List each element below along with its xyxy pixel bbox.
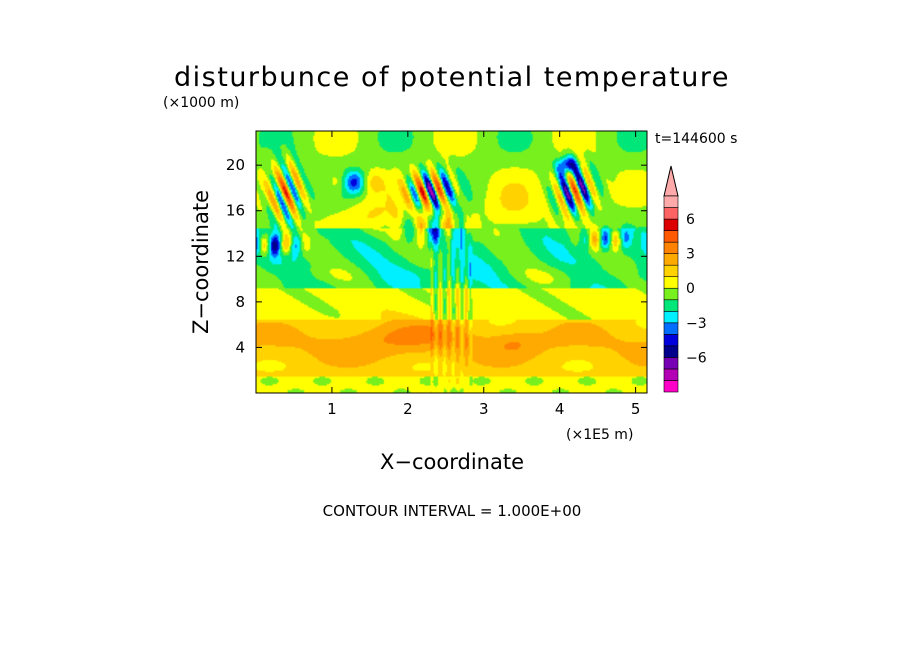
time-label: t=144600 s bbox=[655, 131, 737, 147]
colorbar-swatch bbox=[663, 299, 679, 312]
plot-area bbox=[255, 130, 648, 394]
y-axis-unit: (×1000 m) bbox=[163, 95, 239, 111]
colorbar-swatch bbox=[663, 218, 679, 231]
colorbar-label: −6 bbox=[686, 350, 707, 366]
y-tick-label: 4 bbox=[235, 338, 245, 356]
colorbar-label: 0 bbox=[686, 281, 695, 297]
x-tick-label: 3 bbox=[479, 400, 489, 418]
contour-field bbox=[256, 131, 647, 393]
colorbar-label: 6 bbox=[686, 212, 695, 228]
x-axis-label: X−coordinate bbox=[380, 450, 524, 474]
colorbar-arrow bbox=[663, 165, 679, 197]
x-tick-label: 4 bbox=[555, 400, 565, 418]
colorbar-swatch bbox=[663, 357, 679, 370]
colorbar-swatch bbox=[663, 230, 679, 243]
colorbar-label: 3 bbox=[686, 247, 695, 263]
colorbar-swatch bbox=[663, 322, 679, 335]
colorbar-swatch bbox=[663, 207, 679, 220]
colorbar-swatch bbox=[663, 380, 679, 393]
y-tick-label: 20 bbox=[226, 156, 245, 174]
colorbar-swatch bbox=[663, 345, 679, 358]
colorbar-swatch bbox=[663, 253, 679, 266]
x-tick-label: 2 bbox=[403, 400, 413, 418]
colorbar-swatch bbox=[663, 310, 679, 324]
x-axis-unit: (×1E5 m) bbox=[566, 427, 633, 443]
y-tick-label: 16 bbox=[226, 202, 245, 220]
colorbar-label: −3 bbox=[686, 316, 707, 332]
plot-frame bbox=[255, 130, 648, 394]
colorbar-swatch bbox=[663, 241, 679, 254]
colorbar-swatch bbox=[663, 334, 679, 347]
y-axis-ticks: 4 8 12 16 20 bbox=[226, 156, 647, 356]
contour-interval-note: CONTOUR INTERVAL = 1.000E+00 bbox=[323, 502, 582, 520]
colorbar: 6 3 0 −3 −6 bbox=[663, 165, 707, 393]
colorbar-swatch bbox=[663, 276, 679, 289]
x-axis-ticks: 1 2 3 4 5 bbox=[327, 131, 640, 418]
colorbar-swatch bbox=[663, 287, 679, 301]
x-tick-label: 5 bbox=[631, 400, 641, 418]
colorbar-swatch bbox=[663, 368, 679, 381]
y-tick-label: 12 bbox=[226, 247, 245, 265]
colorbar-swatch bbox=[663, 264, 679, 278]
x-tick-label: 1 bbox=[327, 400, 337, 418]
colorbar-swatch bbox=[663, 195, 679, 208]
y-tick-label: 8 bbox=[235, 293, 245, 311]
y-axis-label: Z−coordinate bbox=[189, 190, 213, 334]
chart-title: disturbunce of potential temperature bbox=[174, 62, 730, 93]
